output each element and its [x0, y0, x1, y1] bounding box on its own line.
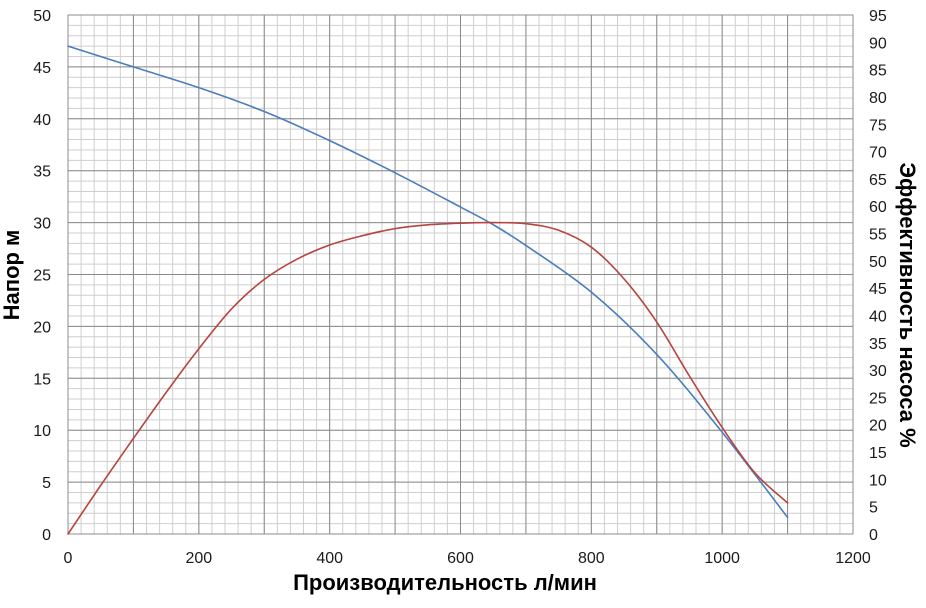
y-tick-label: 30: [33, 216, 51, 233]
y2-tick-label: 40: [869, 308, 887, 325]
x-axis-title: Производительность л/мин: [293, 570, 597, 595]
y2-tick-label: 70: [869, 145, 887, 162]
y2-tick-label: 0: [869, 527, 878, 544]
y2-tick-label: 50: [869, 254, 887, 271]
x-tick-label: 1200: [835, 550, 871, 567]
y2-tick-label: 45: [869, 281, 887, 298]
head-series-line: [67, 45, 789, 519]
x-tick-label: 200: [185, 550, 212, 567]
series-layer: [67, 45, 789, 535]
y2-tick-label: 35: [869, 336, 887, 353]
y2-tick-label: 90: [869, 35, 887, 52]
y2-tick-label: 20: [869, 418, 887, 435]
y-tick-label: 45: [33, 60, 51, 77]
x-tick-label: 1000: [704, 550, 740, 567]
y2-tick-label: 60: [869, 199, 887, 216]
y-axis-ticks: 0 5 10 15 20 25 30 35 40 45 50: [33, 8, 51, 544]
x-tick-label: 600: [447, 550, 474, 567]
y-tick-label: 15: [33, 371, 51, 388]
y-tick-label: 25: [33, 268, 51, 285]
y2-tick-label: 85: [869, 63, 887, 80]
y2-axis-title: Эффективность насоса %: [895, 162, 920, 447]
x-tick-label: 400: [316, 550, 343, 567]
y2-tick-label: 75: [869, 117, 887, 134]
y2-tick-label: 95: [869, 8, 887, 25]
y-axis-title: Напор м: [0, 230, 24, 321]
y-tick-label: 5: [42, 475, 51, 492]
y2-tick-label: 15: [869, 445, 887, 462]
x-tick-label: 800: [578, 550, 605, 567]
y2-tick-label: 65: [869, 172, 887, 189]
y2-tick-label: 10: [869, 472, 887, 489]
y-tick-label: 0: [42, 527, 51, 544]
x-axis-ticks: 0 200 400 600 800 1000 1200: [64, 550, 871, 567]
y-tick-label: 40: [33, 112, 51, 129]
y2-tick-label: 5: [869, 500, 878, 517]
y-tick-label: 10: [33, 423, 51, 440]
y2-axis-ticks: 0 5 10 15 20 25 30 35 40 45 50 55 60 65 70 75 80 85 90 95: [869, 8, 887, 544]
y-tick-label: 50: [33, 8, 51, 25]
plot-area-frame: [67, 14, 854, 535]
y2-tick-label: 55: [869, 227, 887, 244]
y-tick-label: 20: [33, 319, 51, 336]
efficiency-series-line: [67, 221, 789, 535]
y2-tick-label: 30: [869, 363, 887, 380]
y2-tick-label: 80: [869, 90, 887, 107]
y2-tick-label: 25: [869, 390, 887, 407]
y-tick-label: 35: [33, 164, 51, 181]
x-tick-label: 0: [64, 550, 73, 567]
